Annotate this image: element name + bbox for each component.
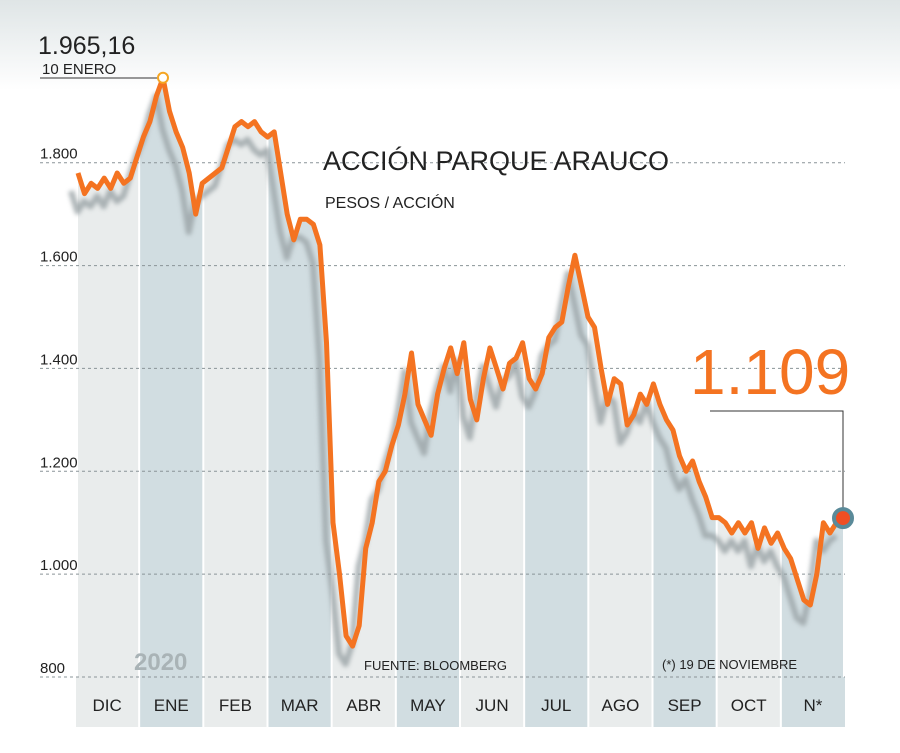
chart-title: ACCIÓN PARQUE ARAUCO [323, 145, 669, 176]
last-leader [710, 410, 844, 510]
month-label-bg [75, 677, 140, 727]
x-tick-label: AGO [602, 696, 640, 715]
month-label-bg [331, 677, 396, 727]
x-tick-label: OCT [731, 696, 767, 715]
source: FUENTE: BLOOMBERG [364, 658, 507, 673]
month-label-bg [203, 677, 268, 727]
annotations [40, 71, 854, 530]
footnote: (*) 19 DE NOVIEMBRE [662, 657, 797, 672]
x-tick-label: N* [803, 696, 822, 715]
y-tick-label: 800 [40, 660, 65, 677]
x-tick-label: MAY [410, 696, 446, 715]
month-label-bg [716, 677, 781, 727]
peak-marker [157, 71, 169, 84]
month-label-bg [395, 677, 460, 727]
month-label-bg [267, 677, 332, 727]
month-label-bg [139, 677, 204, 727]
x-tick-label: FEB [219, 696, 252, 715]
price-line [75, 75, 845, 649]
last-marker [832, 507, 854, 530]
peak-label: 1.965,16 [38, 32, 135, 60]
peak-date: 10 ENERO [42, 61, 116, 78]
chart-subtitle: PESOS / ACCIÓN [325, 193, 455, 212]
y-tick-label: 1.600 [40, 249, 78, 266]
month-label-band: DIC ENE FEB MAR ABR MAY JUN JUL AGO SEP OCT N* [74, 125, 845, 727]
y-tick-label: 1.000 [40, 557, 78, 574]
y-tick-label: 1.200 [40, 454, 78, 471]
month-label-bg [524, 677, 589, 727]
last-label: 1.109 [690, 336, 850, 408]
month-label-bg [652, 677, 717, 727]
month-band [203, 77, 268, 677]
x-tick-label: MAR [281, 696, 319, 715]
year-label: 2020 [134, 649, 187, 676]
y-tick-label: 1.800 [40, 146, 78, 163]
x-tick-label: ABR [346, 696, 381, 715]
x-tick-label: ENE [154, 696, 189, 715]
month-label-bg [780, 677, 845, 727]
x-tick-label: DIC [92, 696, 121, 715]
x-tick-label: JUN [476, 696, 509, 715]
month-label-bg [588, 677, 653, 727]
month-label-bg [460, 677, 525, 727]
y-tick-label: 1.400 [40, 351, 78, 368]
x-tick-label: SEP [668, 696, 702, 715]
lines [68, 75, 845, 668]
x-tick-label: JUL [541, 696, 571, 715]
